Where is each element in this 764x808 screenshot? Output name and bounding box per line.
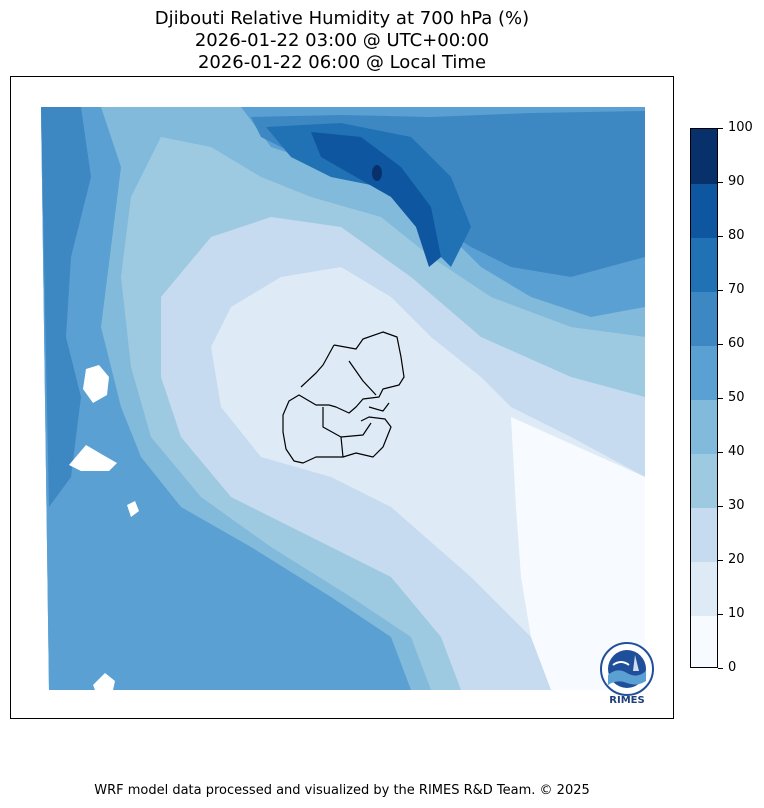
colorbar-tick-label: 30 <box>728 498 745 513</box>
colorbar-tick-mark <box>718 343 723 345</box>
field-fill-70-80 <box>266 123 471 267</box>
colorbar-tick-label: 60 <box>728 336 745 351</box>
colorbar-tick-mark <box>718 181 723 183</box>
rimes-logo: RIMES <box>599 641 655 709</box>
colorbar-tick-label: 100 <box>728 120 753 135</box>
colorbar-segment <box>691 183 717 238</box>
title-line-3: 2026-01-22 06:00 @ Local Time <box>197 52 487 73</box>
colorbar-segment <box>691 507 717 562</box>
colorbar-tick-mark <box>718 127 723 129</box>
region-boundary <box>348 360 377 396</box>
map-title: Djibouti Relative Humidity at 700 hPa (%… <box>0 8 684 74</box>
colorbar-tick-mark <box>718 451 723 453</box>
colorbar-tick-label: 20 <box>728 552 745 567</box>
missing-data-patch <box>127 501 139 517</box>
djibouti-borders <box>282 331 405 464</box>
colorbar-tick-mark <box>718 613 723 615</box>
field-fill-60-70 <box>41 107 91 507</box>
field-fill-80-90 <box>311 132 441 267</box>
colorbar-segment <box>691 129 717 184</box>
colorbar-segment <box>691 345 717 400</box>
title-line-2: 2026-01-22 03:00 @ UTC+00:00 <box>194 30 490 51</box>
map-frame: RIMES <box>10 76 674 719</box>
colorbar-tick-label: 0 <box>728 660 737 675</box>
missing-data-patch <box>93 673 115 690</box>
logo-text: RIMES <box>609 695 645 706</box>
region-boundary <box>322 407 344 458</box>
humidity-map <box>41 107 645 690</box>
missing-data-patch <box>83 365 109 403</box>
region-boundary <box>300 344 335 388</box>
title-line-1: Djibouti Relative Humidity at 700 hPa (%… <box>154 8 530 29</box>
colorbar-segment <box>691 291 717 346</box>
field-fill-0-10 <box>511 417 645 690</box>
field-fill-50-60-west <box>41 107 411 690</box>
country-outline <box>282 331 405 464</box>
colorbar-tick-label: 50 <box>728 390 745 405</box>
colorbar-segment <box>691 399 717 454</box>
colorbar-segment <box>691 615 717 667</box>
colorbar-tick-label: 80 <box>728 228 745 243</box>
colorbar <box>690 128 718 668</box>
colorbar-segment <box>691 453 717 508</box>
colorbar-tick-mark <box>718 289 723 291</box>
missing-data-patch <box>69 445 117 471</box>
colorbar-segment <box>691 237 717 292</box>
colorbar-tick-label: 40 <box>728 444 745 459</box>
colorbar-tick-mark <box>718 505 723 507</box>
region-boundary <box>340 422 372 438</box>
colorbar-tick-label: 70 <box>728 282 745 297</box>
colorbar-tick-label: 10 <box>728 606 745 621</box>
field-fill-90-100 <box>372 165 382 181</box>
rimes-logo-icon <box>600 642 654 696</box>
colorbar-segment <box>691 561 717 616</box>
colorbar-tick-mark <box>718 559 723 561</box>
colorbar-tick-mark <box>718 667 723 669</box>
colorbar-tick-label: 90 <box>728 174 745 189</box>
region-boundary <box>368 402 390 412</box>
colorbar-tick-mark <box>718 397 723 399</box>
footer-credit: WRF model data processed and visualized … <box>94 783 590 798</box>
colorbar-tick-mark <box>718 235 723 237</box>
